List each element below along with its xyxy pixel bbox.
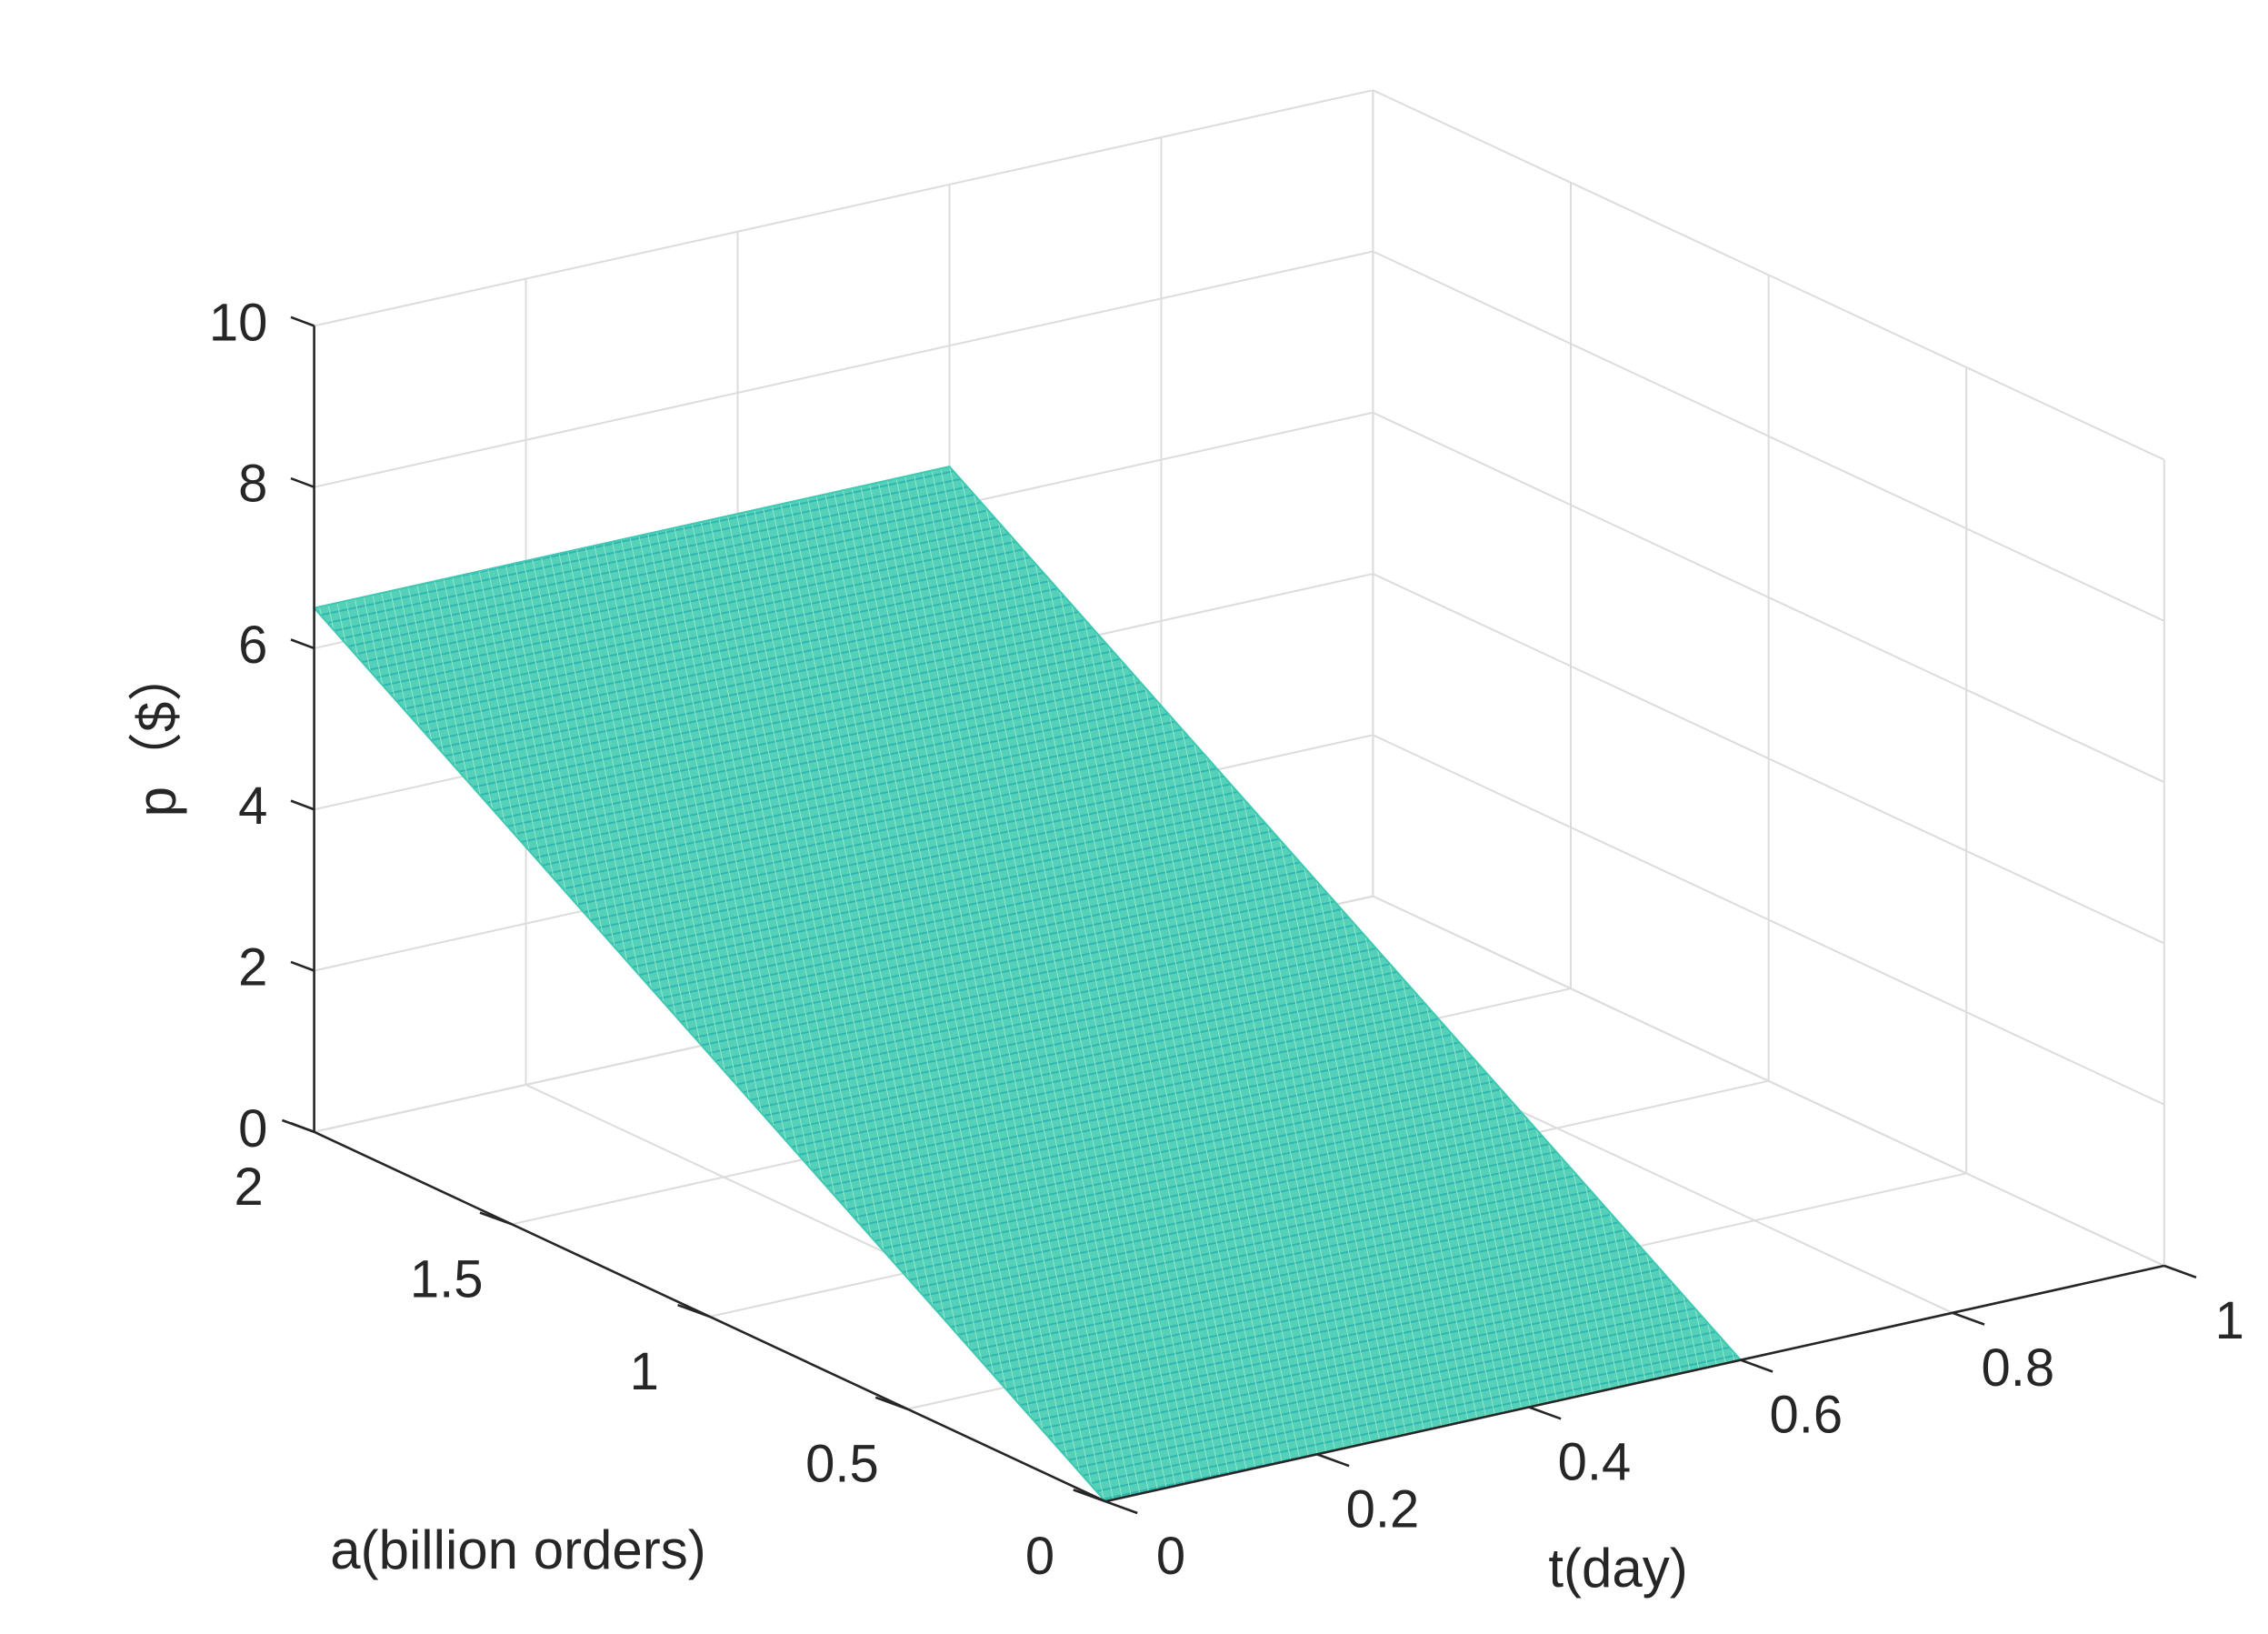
x-tick-label: 0.6 [1770, 1386, 1843, 1445]
y-tick [874, 1396, 908, 1410]
z-axis-label: p（$） [126, 647, 187, 817]
y-tick-label: 2 [234, 1158, 263, 1217]
y-tick [479, 1211, 513, 1226]
z-tick [290, 1121, 315, 1134]
x-axis-line [1104, 1264, 2165, 1503]
z-tick [290, 316, 315, 327]
y-axis-label: a(billion orders) [330, 1519, 706, 1580]
x-tick-label: 0.4 [1558, 1433, 1632, 1492]
grid-line-side-z [1372, 250, 2165, 622]
y-tick [1073, 1489, 1106, 1503]
grid-line-side-z [1372, 895, 2165, 1267]
z-tick [290, 799, 315, 811]
x-tick-label: 0 [1156, 1527, 1185, 1586]
axes [281, 316, 2197, 1515]
surface [312, 466, 1743, 1503]
x-axis-label: t(day) [1548, 1538, 1687, 1599]
z-tick [290, 638, 315, 650]
x-tick-label: 0.8 [1982, 1338, 2055, 1398]
x-tick [1104, 1499, 1138, 1515]
z-tick-label: 10 [209, 293, 268, 352]
z-tick-label: 8 [238, 455, 267, 514]
z-tick-label: 0 [238, 1099, 267, 1158]
grid-line-side-z [1372, 573, 2165, 945]
grid-line-back-z [314, 89, 1374, 327]
z-tick-label: 4 [238, 777, 267, 836]
grid-line-side-z [1372, 411, 2165, 784]
grid-line-side-z [1372, 734, 2165, 1106]
x-tick [1316, 1453, 1350, 1468]
y-tick-label: 1.5 [410, 1249, 484, 1308]
x-tick [1740, 1358, 1773, 1373]
x-tick [2163, 1264, 2197, 1279]
z-tick-label: 2 [238, 938, 267, 997]
z-tick [290, 960, 315, 972]
grid-line-side-z [1372, 89, 2165, 461]
surface-patch [312, 466, 1743, 1503]
z-tick [290, 476, 315, 488]
y-tick [677, 1303, 711, 1318]
y-tick-label: 0.5 [805, 1435, 879, 1494]
z-tick-label: 6 [238, 616, 267, 675]
x-tick [1528, 1406, 1562, 1420]
y-tick-label: 0 [1025, 1527, 1054, 1586]
y-tick-label: 1 [630, 1342, 659, 1401]
x-tick-label: 0.2 [1346, 1479, 1420, 1539]
grid-line-back-z [314, 250, 1374, 488]
x-tick [1952, 1311, 1985, 1326]
x-tick-label: 1 [2215, 1291, 2244, 1350]
